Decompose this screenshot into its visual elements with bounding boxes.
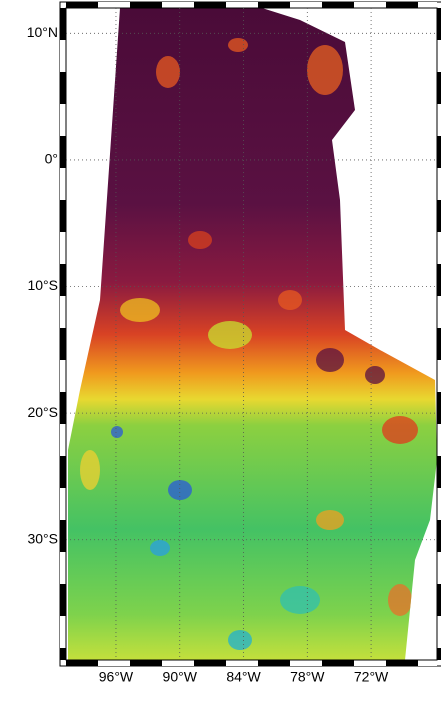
border-segment bbox=[437, 552, 441, 584]
border-segment bbox=[130, 660, 162, 666]
border-segment bbox=[418, 2, 437, 8]
border-segment bbox=[66, 2, 98, 8]
border-segment bbox=[60, 488, 66, 520]
border-segment bbox=[290, 660, 322, 666]
frame-inner bbox=[65, 7, 438, 661]
border-segment bbox=[60, 104, 66, 136]
border-segment bbox=[437, 136, 441, 168]
border-segment bbox=[437, 520, 441, 552]
border-segment bbox=[290, 2, 322, 8]
border-segment bbox=[437, 392, 441, 424]
border-segment bbox=[60, 456, 66, 488]
border-segment bbox=[98, 2, 130, 8]
border-segment bbox=[386, 660, 418, 666]
border-segment bbox=[386, 2, 418, 8]
border-segment bbox=[60, 40, 66, 72]
border-segment bbox=[226, 660, 258, 666]
border-segment bbox=[354, 660, 386, 666]
border-segment bbox=[60, 584, 66, 616]
border-segment bbox=[60, 328, 66, 360]
border-segment bbox=[437, 232, 441, 264]
x-tick-label: 96°W bbox=[99, 669, 134, 685]
border-segment bbox=[60, 392, 66, 424]
border-segment bbox=[60, 648, 66, 660]
border-segment bbox=[437, 456, 441, 488]
border-segment bbox=[60, 424, 66, 456]
border-segment bbox=[60, 136, 66, 168]
border-segment bbox=[130, 2, 162, 8]
border-segment bbox=[60, 72, 66, 104]
border-segment bbox=[437, 360, 441, 392]
border-segment bbox=[60, 8, 66, 40]
border-segment bbox=[437, 104, 441, 136]
border-segment bbox=[322, 660, 354, 666]
border-segment bbox=[162, 2, 194, 8]
y-tick-label: 0° bbox=[45, 151, 58, 167]
border-segment bbox=[98, 660, 130, 666]
border-segment bbox=[437, 8, 441, 40]
border-segment bbox=[66, 660, 98, 666]
y-tick-label: 10°N bbox=[27, 24, 58, 40]
border-segment bbox=[437, 424, 441, 456]
border-segment bbox=[60, 520, 66, 552]
border-segment bbox=[60, 360, 66, 392]
border-segment bbox=[437, 488, 441, 520]
sea-field bbox=[68, 8, 437, 660]
border-segment bbox=[437, 584, 441, 616]
y-tick-label: 10°S bbox=[27, 277, 58, 293]
border-segment bbox=[437, 616, 441, 648]
border-segment bbox=[437, 168, 441, 200]
border-segment bbox=[437, 200, 441, 232]
x-tick-label: 72°W bbox=[354, 669, 389, 685]
border-segment bbox=[226, 2, 258, 8]
border-segment bbox=[437, 72, 441, 104]
border-segment bbox=[437, 328, 441, 360]
y-tick-label: 20°S bbox=[27, 404, 58, 420]
border-segment bbox=[60, 232, 66, 264]
border-segment bbox=[194, 660, 226, 666]
x-tick-label: 84°W bbox=[226, 669, 261, 685]
border-segment bbox=[194, 2, 226, 8]
border-segment bbox=[322, 2, 354, 8]
border-segment bbox=[418, 660, 437, 666]
border-segment bbox=[437, 264, 441, 296]
border-segment bbox=[437, 296, 441, 328]
border-segment bbox=[60, 168, 66, 200]
border-segment bbox=[60, 616, 66, 648]
y-tick-label: 30°S bbox=[27, 530, 58, 546]
border-segment bbox=[60, 200, 66, 232]
border-segment bbox=[354, 2, 386, 8]
border-segment bbox=[258, 2, 290, 8]
border-segment bbox=[162, 660, 194, 666]
border-segment bbox=[258, 660, 290, 666]
border-segment bbox=[60, 552, 66, 584]
border-segment bbox=[437, 40, 441, 72]
border-segment bbox=[437, 648, 441, 660]
x-tick-label: 78°W bbox=[290, 669, 325, 685]
map-frame bbox=[59, 1, 441, 667]
border-segment bbox=[60, 264, 66, 296]
border-segment bbox=[60, 296, 66, 328]
x-tick-label: 90°W bbox=[163, 669, 198, 685]
